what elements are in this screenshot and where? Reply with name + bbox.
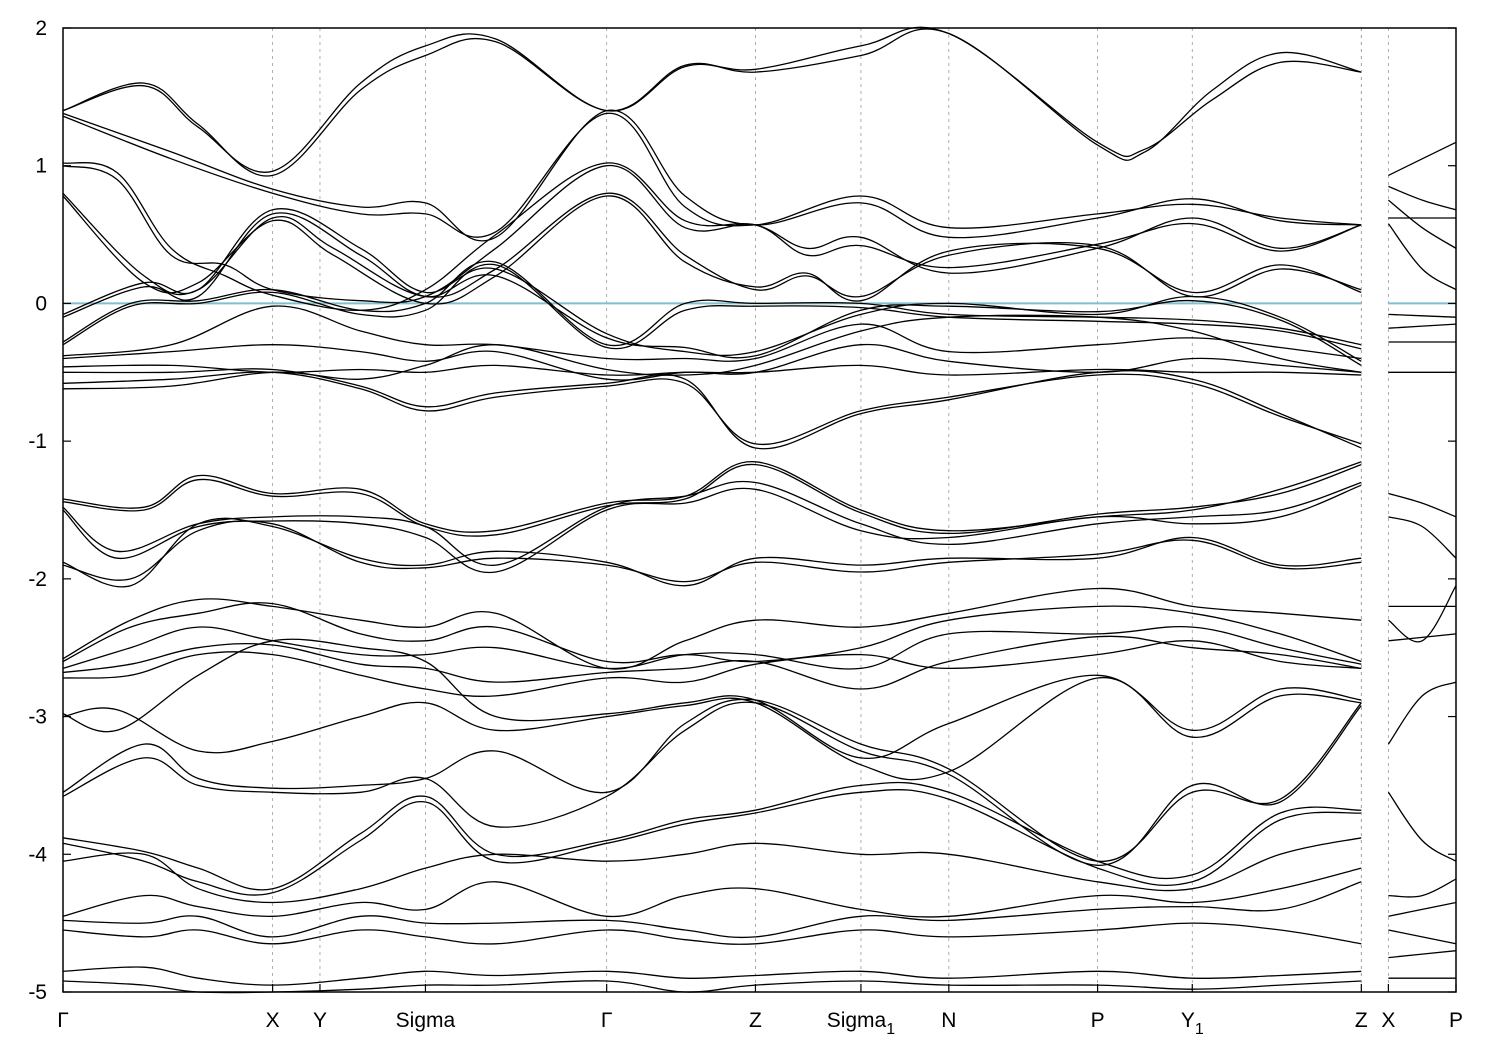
segment-gap bbox=[1361, 28, 1388, 992]
band-line bbox=[1388, 585, 1457, 643]
x-tick-label: Y bbox=[313, 1009, 327, 1032]
x-tick-label: X bbox=[266, 1009, 280, 1032]
y-tick-label: -5 bbox=[28, 981, 47, 1004]
band-line bbox=[1387, 681, 1457, 745]
x-tick-label: P bbox=[1091, 1009, 1105, 1032]
band-line bbox=[62, 263, 1362, 350]
band-line bbox=[1388, 492, 1457, 518]
plot-frame bbox=[62, 27, 1457, 993]
band-line bbox=[62, 162, 1362, 311]
band-line bbox=[62, 677, 1362, 781]
band-line bbox=[62, 305, 1362, 362]
band-line bbox=[62, 966, 1362, 986]
band-line bbox=[62, 638, 1362, 760]
band-line bbox=[62, 698, 1362, 862]
y-axis-ticks: 2 1 0 -1 -2 -3 -4 -5 bbox=[28, 17, 1456, 1004]
band-line bbox=[1387, 199, 1457, 249]
band-line bbox=[62, 781, 1362, 891]
band-line bbox=[1388, 950, 1457, 959]
plot-border bbox=[62, 27, 1457, 993]
band-line bbox=[62, 463, 1362, 537]
band-line bbox=[62, 28, 1362, 177]
x-tick-label: P bbox=[1449, 1009, 1463, 1032]
band-line bbox=[62, 701, 1362, 866]
band-line bbox=[62, 789, 1362, 896]
band-line bbox=[1388, 141, 1457, 176]
y-tick-label: -1 bbox=[28, 430, 47, 453]
band-line bbox=[1387, 791, 1457, 862]
y-tick-label: -2 bbox=[28, 568, 47, 591]
band-line bbox=[1388, 323, 1457, 329]
x-tick-label: Sigma bbox=[396, 1009, 456, 1032]
band-line bbox=[62, 371, 1362, 446]
band-line bbox=[62, 26, 1362, 173]
band-line bbox=[1388, 901, 1457, 917]
x-tick-label: Z bbox=[749, 1009, 762, 1032]
band-line bbox=[62, 635, 1362, 690]
x-tick-label: X bbox=[1381, 1009, 1395, 1032]
band-line bbox=[62, 112, 1362, 238]
band-line bbox=[62, 109, 1362, 242]
band-line bbox=[1388, 516, 1457, 559]
band-line bbox=[62, 461, 1362, 533]
x-tick-label: N bbox=[941, 1009, 956, 1032]
band-line bbox=[62, 837, 1362, 904]
band-line bbox=[62, 602, 1362, 664]
band-line bbox=[62, 212, 1362, 366]
band-line bbox=[1388, 185, 1457, 211]
y-tick-label: 1 bbox=[35, 155, 47, 178]
y-tick-label: -4 bbox=[28, 843, 47, 866]
band-line bbox=[62, 587, 1362, 670]
band-line bbox=[1388, 313, 1457, 318]
band-line bbox=[62, 922, 1362, 945]
band-line bbox=[62, 195, 1362, 305]
band-line bbox=[62, 314, 1362, 390]
band-line bbox=[1388, 633, 1457, 642]
band-line bbox=[1387, 223, 1457, 291]
band-line bbox=[62, 520, 1362, 583]
band-line bbox=[62, 881, 1362, 939]
band-line bbox=[62, 626, 1362, 670]
band-line bbox=[1388, 929, 1457, 945]
y-tick-label: 2 bbox=[35, 17, 47, 40]
x-tick-label: Z bbox=[1355, 1009, 1368, 1032]
x-tick-label: Γ bbox=[57, 1009, 69, 1032]
y-tick-label: 0 bbox=[35, 292, 47, 315]
energy-bands bbox=[62, 26, 1457, 994]
band-line bbox=[62, 260, 1362, 347]
band-line bbox=[1388, 878, 1457, 898]
band-line bbox=[62, 368, 1362, 450]
x-tick-label: Γ bbox=[601, 1009, 613, 1032]
y-tick-label: -3 bbox=[28, 706, 47, 729]
band-line bbox=[62, 867, 1362, 918]
band-line bbox=[62, 640, 1362, 697]
band-line bbox=[62, 517, 1362, 588]
